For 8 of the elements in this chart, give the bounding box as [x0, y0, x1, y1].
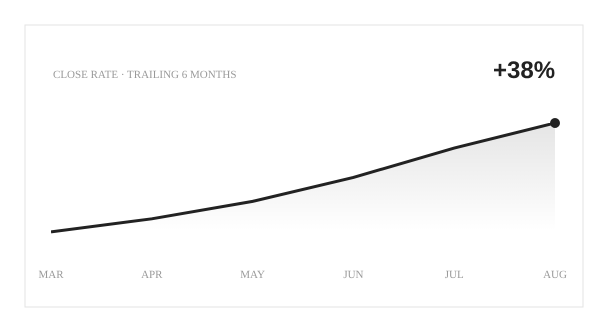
- x-tick-label: MAY: [240, 269, 265, 281]
- x-tick-label: JUL: [444, 269, 464, 281]
- x-tick-label: JUN: [343, 269, 364, 281]
- text: +38%: [493, 57, 556, 84]
- x-tick-label: APR: [141, 269, 164, 281]
- chart-title: CLOSE RATE · TRAILING 6 MONTHS: [53, 69, 236, 81]
- x-tick-label: AUG: [543, 269, 567, 281]
- x-tick-label: MAR: [38, 269, 64, 281]
